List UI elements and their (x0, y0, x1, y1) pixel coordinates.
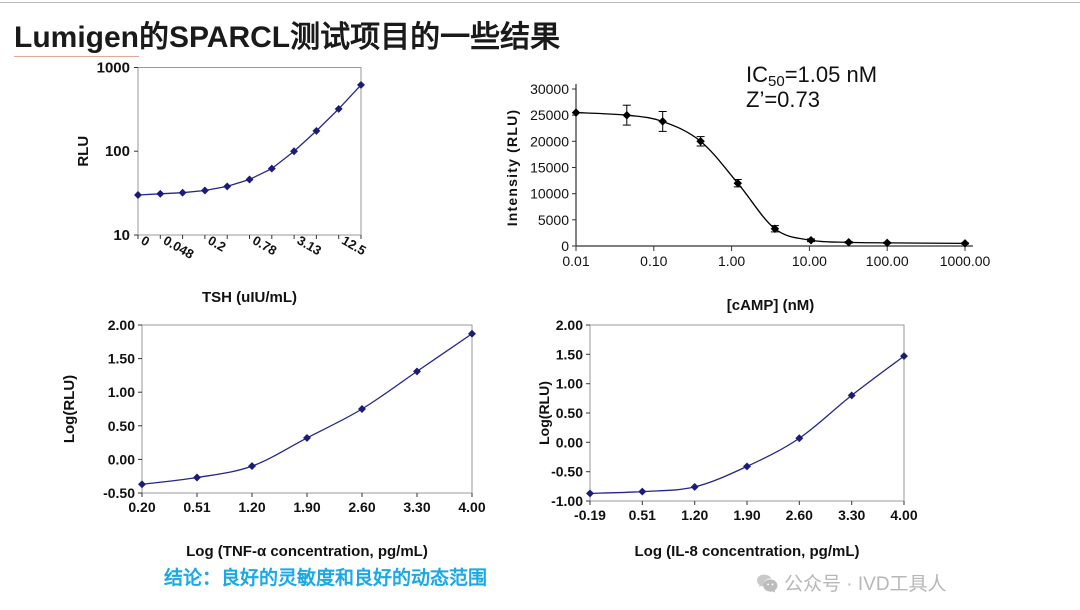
svg-text:0.01: 0.01 (562, 253, 589, 269)
svg-text:1000.00: 1000.00 (940, 253, 991, 269)
svg-text:-0.50: -0.50 (551, 464, 583, 480)
svg-text:5000: 5000 (538, 212, 569, 228)
svg-text:0.00: 0.00 (556, 434, 583, 450)
svg-text:100: 100 (105, 143, 130, 160)
svg-text:10.00: 10.00 (792, 253, 827, 269)
svg-text:25000: 25000 (530, 107, 569, 123)
svg-text:-0.19: -0.19 (574, 507, 606, 523)
svg-text:10000: 10000 (530, 186, 569, 202)
svg-text:4.00: 4.00 (458, 499, 485, 515)
svg-text:1.90: 1.90 (293, 499, 320, 515)
svg-text:Z’=0.73: Z’=0.73 (746, 87, 820, 112)
svg-text:1.20: 1.20 (681, 507, 708, 523)
svg-text:0.20: 0.20 (128, 499, 155, 515)
svg-text:1.20: 1.20 (238, 499, 265, 515)
svg-text:0.2: 0.2 (205, 233, 228, 255)
svg-text:Log(RLU): Log(RLU) (536, 381, 552, 445)
svg-text:0.50: 0.50 (556, 405, 583, 421)
svg-text:100.00: 100.00 (866, 253, 909, 269)
svg-text:30000: 30000 (530, 81, 569, 97)
svg-text:Log (IL-8 concentration, pg/mL: Log (IL-8 concentration, pg/mL) (635, 543, 860, 560)
svg-text:4.00: 4.00 (890, 507, 917, 523)
svg-text:Intensity (RLU): Intensity (RLU) (504, 109, 520, 227)
svg-text:3.30: 3.30 (403, 499, 430, 515)
svg-text:Log (TNF-α concentration, pg/m: Log (TNF-α concentration, pg/mL) (186, 543, 428, 560)
svg-text:3.30: 3.30 (838, 507, 865, 523)
svg-text:2.00: 2.00 (556, 317, 583, 333)
svg-text:Log(RLU): Log(RLU) (61, 375, 78, 443)
svg-text:1.50: 1.50 (108, 351, 135, 367)
svg-text:1.00: 1.00 (556, 376, 583, 392)
svg-text:TSH (uIU/mL): TSH (uIU/mL) (202, 289, 297, 306)
svg-text:0.51: 0.51 (183, 499, 210, 515)
svg-text:1000: 1000 (97, 60, 130, 77)
svg-text:0.048: 0.048 (161, 233, 197, 262)
svg-text:1.00: 1.00 (718, 253, 745, 269)
svg-text:0.78: 0.78 (250, 233, 279, 259)
svg-text:0: 0 (561, 238, 569, 254)
svg-text:2.60: 2.60 (786, 507, 813, 523)
svg-text:RLU: RLU (75, 136, 92, 167)
svg-text:10: 10 (113, 227, 130, 244)
svg-text:0.51: 0.51 (629, 507, 656, 523)
svg-text:0.10: 0.10 (640, 253, 667, 269)
svg-text:2.00: 2.00 (108, 317, 135, 333)
svg-text:0.00: 0.00 (108, 451, 135, 467)
svg-text:3.13: 3.13 (295, 233, 324, 259)
svg-text:20000: 20000 (530, 133, 569, 149)
svg-text:15000: 15000 (530, 160, 569, 176)
svg-text:1.00: 1.00 (108, 384, 135, 400)
svg-text:1.50: 1.50 (556, 346, 583, 362)
svg-text:12.5: 12.5 (339, 233, 368, 259)
svg-text:2.60: 2.60 (348, 499, 375, 515)
svg-text:IC50=1.05 nM: IC50=1.05 nM (746, 62, 877, 90)
svg-text:1.90: 1.90 (733, 507, 760, 523)
svg-text:0.50: 0.50 (108, 418, 135, 434)
